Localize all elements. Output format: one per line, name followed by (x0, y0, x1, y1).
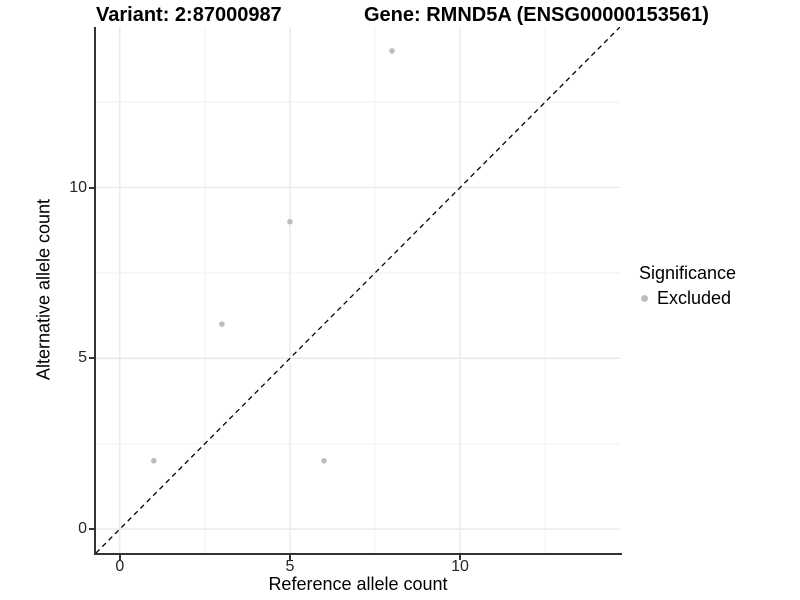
plot-title-variant: Variant: 2:87000987 (96, 4, 282, 26)
y-axis-tick (89, 186, 94, 189)
y-axis-line (94, 27, 96, 555)
y-axis-tick (89, 528, 94, 531)
data-point (219, 321, 225, 327)
plot-title-gene: Gene: RMND5A (ENSG00000153561) (364, 4, 709, 26)
x-axis-tick (288, 555, 291, 560)
y-axis-tick-label: 5 (78, 349, 87, 367)
legend-item-label: Excluded (657, 288, 732, 308)
y-axis-tick-label: 10 (69, 178, 87, 196)
data-point (321, 457, 327, 464)
x-axis-title: Reference allele count (268, 574, 448, 594)
y-axis-tick-label: 0 (78, 520, 87, 538)
legend-point-icon (641, 295, 648, 302)
data-point (287, 218, 293, 225)
x-axis-tick-label: 5 (285, 558, 295, 575)
x-axis-tick (459, 555, 462, 560)
plot-panel (96, 27, 620, 553)
data-point (389, 48, 395, 54)
data-point (151, 457, 157, 464)
identity-line (96, 27, 620, 553)
y-axis-tick (89, 357, 94, 360)
y-axis-title: Alternative allele count (33, 198, 54, 381)
legend-item: Excluded (639, 288, 797, 309)
legend-items: Excluded (639, 288, 797, 309)
x-axis-tick (118, 555, 121, 560)
x-axis-tick-label: 0 (115, 558, 125, 575)
x-axis-tick-label: 10 (451, 558, 469, 575)
legend: Significance Excluded (639, 263, 797, 309)
legend-title: Significance (639, 263, 737, 283)
x-axis-line (94, 553, 622, 555)
